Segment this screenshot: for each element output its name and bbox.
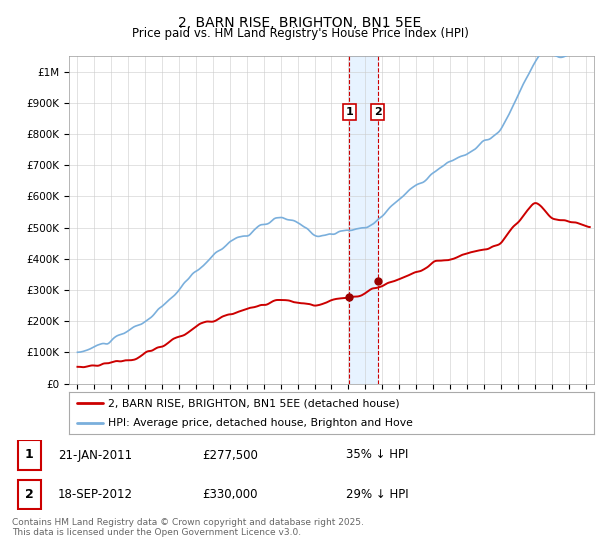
Text: Price paid vs. HM Land Registry's House Price Index (HPI): Price paid vs. HM Land Registry's House … <box>131 27 469 40</box>
Bar <box>349 56 377 384</box>
Text: £330,000: £330,000 <box>202 488 257 501</box>
Text: Contains HM Land Registry data © Crown copyright and database right 2025.
This d: Contains HM Land Registry data © Crown c… <box>12 518 364 538</box>
Text: 2, BARN RISE, BRIGHTON, BN1 5EE: 2, BARN RISE, BRIGHTON, BN1 5EE <box>178 16 422 30</box>
FancyBboxPatch shape <box>18 479 41 509</box>
Text: 29% ↓ HPI: 29% ↓ HPI <box>346 488 409 501</box>
FancyBboxPatch shape <box>18 440 41 470</box>
Text: 2, BARN RISE, BRIGHTON, BN1 5EE (detached house): 2, BARN RISE, BRIGHTON, BN1 5EE (detache… <box>109 398 400 408</box>
Text: 35% ↓ HPI: 35% ↓ HPI <box>346 449 409 461</box>
Text: 18-SEP-2012: 18-SEP-2012 <box>58 488 133 501</box>
Text: 2: 2 <box>25 488 34 501</box>
Text: 2: 2 <box>374 107 382 117</box>
Text: 1: 1 <box>346 107 353 117</box>
Text: HPI: Average price, detached house, Brighton and Hove: HPI: Average price, detached house, Brig… <box>109 418 413 428</box>
Text: £277,500: £277,500 <box>202 449 258 461</box>
Text: 21-JAN-2011: 21-JAN-2011 <box>58 449 132 461</box>
Text: 1: 1 <box>25 449 34 461</box>
